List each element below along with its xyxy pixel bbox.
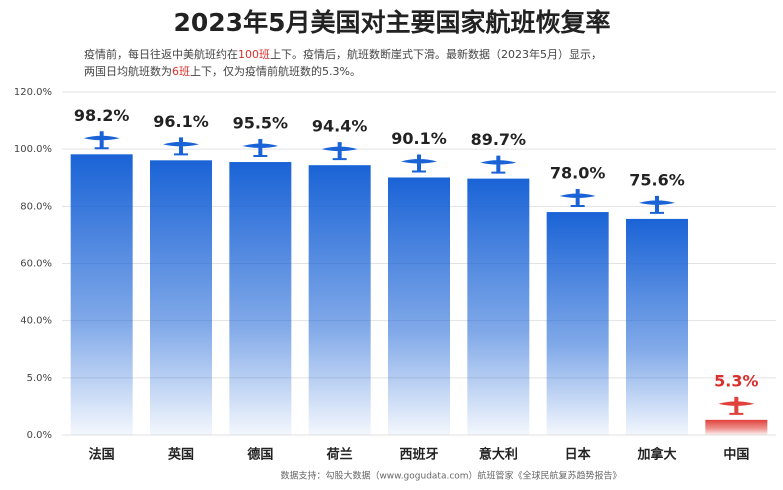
plane-icon xyxy=(559,189,596,208)
y-tick-label: 5.0% xyxy=(27,373,52,384)
bar xyxy=(229,162,292,435)
value-label: 75.6% xyxy=(629,170,685,189)
plane-icon xyxy=(401,154,437,173)
bar xyxy=(70,154,133,436)
value-label: 78.0% xyxy=(550,164,606,183)
subtitle-segment: 6班 xyxy=(172,65,190,78)
bar xyxy=(626,218,688,435)
subtitle-segment: 上下。疫情后，航班数断崖式下滑。最新数据（2023年5月）显示， xyxy=(270,47,602,61)
subtitle-segment: 上下，仅为疫情前航班数的5.3%。 xyxy=(190,64,361,78)
bar xyxy=(388,177,450,435)
x-tick-label: 日本 xyxy=(565,447,591,463)
subtitle: 两国日均航班数为6班上下，仅为疫情前航班数的5.3%。 xyxy=(84,64,361,78)
plane-icon xyxy=(480,155,517,174)
bar xyxy=(467,178,530,436)
value-label: 89.7% xyxy=(471,130,527,149)
x-tick-label: 英国 xyxy=(167,447,194,463)
x-tick-label: 意大利 xyxy=(479,447,518,463)
subtitle-segment: 两国日均航班数为 xyxy=(84,64,172,78)
plane-icon xyxy=(242,139,279,158)
value-label: 90.1% xyxy=(391,129,447,148)
value-label: 94.4% xyxy=(312,117,368,136)
x-tick-label: 法国 xyxy=(89,447,115,463)
chart-title: 2023年5月美国对主要国家航班恢复率 xyxy=(174,8,611,37)
bar xyxy=(150,160,212,436)
y-tick-label: 100.0% xyxy=(14,144,52,155)
y-tick-label: 60.0% xyxy=(20,259,52,270)
subtitle-segment: 疫情前，每日往返中美航班约在 xyxy=(84,47,238,61)
plane-icon xyxy=(163,137,199,156)
y-tick-label: 80.0% xyxy=(20,201,52,212)
value-label: 98.2% xyxy=(74,106,130,125)
y-tick-label: 0.0% xyxy=(27,430,52,441)
bar xyxy=(546,212,609,435)
value-label: 95.5% xyxy=(233,114,289,133)
bar xyxy=(308,165,371,435)
value-label: 96.1% xyxy=(153,112,209,131)
subtitle: 疫情前，每日往返中美航班约在100班上下。疫情后，航班数断崖式下滑。最新数据（2… xyxy=(84,47,602,61)
source: 数据支持：勾股大数据（www.gogudata.com）航班管家《全球民航复苏趋… xyxy=(280,470,621,482)
subtitle-segment: 100班 xyxy=(238,48,270,61)
plane-icon xyxy=(639,195,675,214)
x-tick-label: 荷兰 xyxy=(326,447,353,463)
y-tick-label: 120.0% xyxy=(14,87,52,98)
bar xyxy=(705,419,768,435)
x-tick-label: 中国 xyxy=(723,447,749,463)
y-tick-label: 40.0% xyxy=(20,316,52,327)
plane-icon xyxy=(321,142,358,161)
x-tick-label: 德国 xyxy=(247,447,273,463)
plane-icon xyxy=(718,396,755,415)
x-tick-label: 西班牙 xyxy=(399,447,438,463)
x-tick-label: 加拿大 xyxy=(636,447,676,463)
value-label: 5.3% xyxy=(714,371,758,390)
plane-icon xyxy=(83,131,120,150)
